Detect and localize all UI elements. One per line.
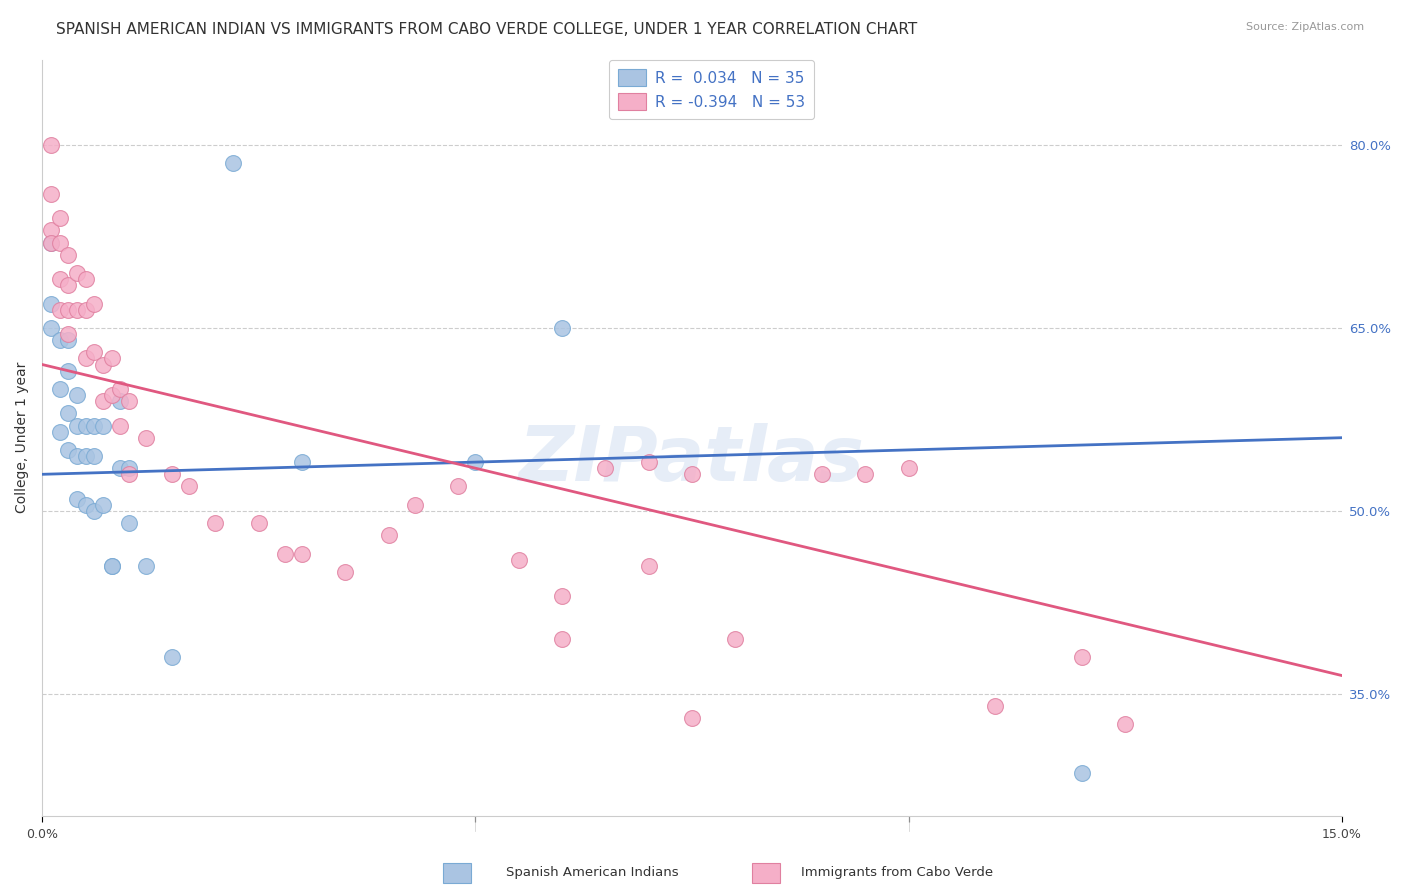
Point <box>56 278 79 293</box>
Point <box>853 467 876 482</box>
Point <box>48 425 70 439</box>
Point <box>118 461 141 475</box>
Point <box>48 302 70 317</box>
Point <box>56 333 79 347</box>
Point <box>75 418 97 433</box>
Text: Immigrants from Cabo Verde: Immigrants from Cabo Verde <box>801 866 994 879</box>
Point <box>681 467 703 482</box>
Point <box>39 235 62 250</box>
Point <box>39 321 62 335</box>
Point <box>1114 717 1136 731</box>
Point <box>100 558 122 573</box>
Point <box>56 302 79 317</box>
Point <box>247 516 270 530</box>
Point <box>100 558 122 573</box>
Point <box>724 632 747 646</box>
Point <box>56 326 79 341</box>
Point <box>83 296 105 310</box>
Point <box>108 418 131 433</box>
Point <box>66 418 89 433</box>
Point <box>595 461 617 475</box>
Point <box>83 345 105 359</box>
Point <box>108 461 131 475</box>
Text: Spanish American Indians: Spanish American Indians <box>506 866 679 879</box>
Point <box>66 266 89 280</box>
Point <box>551 589 574 603</box>
Point <box>75 272 97 286</box>
Point <box>66 449 89 463</box>
Point <box>811 467 834 482</box>
Point <box>160 467 183 482</box>
Point <box>508 552 530 566</box>
Point <box>66 388 89 402</box>
Point <box>75 351 97 366</box>
Point <box>118 516 141 530</box>
Text: ZIPatlas: ZIPatlas <box>519 424 865 498</box>
Point <box>897 461 920 475</box>
Point <box>56 406 79 420</box>
Point <box>291 547 314 561</box>
Point <box>108 394 131 409</box>
Point <box>48 211 70 226</box>
Point <box>118 394 141 409</box>
Point <box>274 547 297 561</box>
Point <box>1071 650 1094 665</box>
Point <box>75 498 97 512</box>
Point <box>222 156 245 170</box>
Point <box>335 565 357 579</box>
Point <box>66 302 89 317</box>
Point <box>56 442 79 457</box>
Text: SPANISH AMERICAN INDIAN VS IMMIGRANTS FROM CABO VERDE COLLEGE, UNDER 1 YEAR CORR: SPANISH AMERICAN INDIAN VS IMMIGRANTS FR… <box>56 22 918 37</box>
Text: Source: ZipAtlas.com: Source: ZipAtlas.com <box>1246 22 1364 32</box>
Point <box>378 528 401 542</box>
Point <box>56 248 79 262</box>
Point <box>83 504 105 518</box>
Point <box>404 498 426 512</box>
Point <box>447 479 470 493</box>
Point <box>56 363 79 377</box>
Point <box>291 455 314 469</box>
Point <box>637 558 659 573</box>
Point <box>637 455 659 469</box>
Point <box>75 449 97 463</box>
Point <box>83 449 105 463</box>
Point <box>66 491 89 506</box>
Point <box>551 632 574 646</box>
Point <box>179 479 201 493</box>
Point <box>75 302 97 317</box>
Legend: R =  0.034   N = 35, R = -0.394   N = 53: R = 0.034 N = 35, R = -0.394 N = 53 <box>609 60 814 120</box>
Point <box>108 382 131 396</box>
Point <box>91 358 114 372</box>
Point <box>39 186 62 201</box>
Point <box>551 321 574 335</box>
Point <box>160 650 183 665</box>
Point <box>48 333 70 347</box>
Point <box>1071 766 1094 780</box>
Y-axis label: College, Under 1 year: College, Under 1 year <box>15 362 30 514</box>
Point <box>48 272 70 286</box>
Point <box>135 431 157 445</box>
Point <box>48 235 70 250</box>
Point <box>204 516 226 530</box>
Point <box>464 455 486 469</box>
Point <box>135 558 157 573</box>
Point <box>681 711 703 725</box>
Point <box>100 351 122 366</box>
Point <box>984 699 1007 714</box>
Point <box>39 223 62 237</box>
Point <box>83 418 105 433</box>
Point <box>39 296 62 310</box>
Point <box>100 388 122 402</box>
Point <box>91 498 114 512</box>
Point <box>48 382 70 396</box>
Point <box>91 394 114 409</box>
Point <box>91 418 114 433</box>
Point <box>118 467 141 482</box>
Point <box>39 235 62 250</box>
Point <box>39 138 62 153</box>
